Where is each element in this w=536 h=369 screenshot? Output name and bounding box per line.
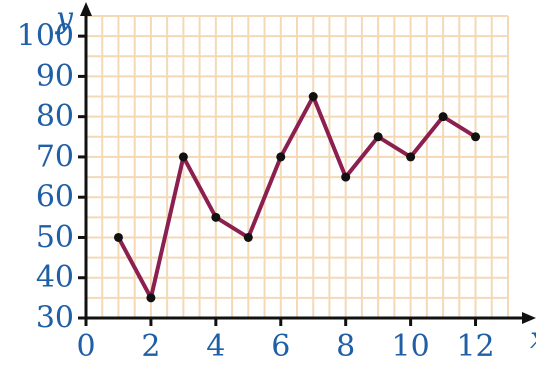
y-tick-label: 90 (36, 59, 74, 94)
data-point (146, 293, 156, 303)
data-point (276, 152, 286, 162)
y-tick-label: 40 (36, 260, 74, 295)
data-point (341, 172, 351, 182)
series-line (116, 94, 477, 300)
data-point (178, 152, 188, 162)
y-tick-label: 30 (36, 301, 74, 336)
x-tick-label: 12 (456, 329, 494, 364)
x-tick-label: 10 (392, 329, 430, 364)
data-point (471, 132, 481, 142)
y-tick-label: 60 (36, 180, 74, 215)
data-point (113, 232, 123, 242)
y-axis-label: y (54, 1, 74, 36)
y-tick-label: 100 (17, 19, 74, 54)
data-point (211, 212, 221, 222)
x-tick-label: 2 (141, 329, 160, 364)
x-tick-label: 4 (206, 329, 225, 364)
ticks: 30 40 50 60 70 80 90 100 0 2 4 6 8 10 12 (17, 19, 495, 364)
x-tick-label: 0 (76, 329, 95, 364)
data-point (438, 112, 448, 122)
series (113, 92, 481, 303)
data-point (243, 232, 253, 242)
x-axis-label: x (530, 321, 536, 356)
data-point (373, 132, 383, 142)
y-tick-label: 70 (36, 139, 74, 174)
data-point (308, 92, 318, 102)
x-tick-label: 8 (336, 329, 355, 364)
axes (80, 2, 536, 324)
y-tick-label: 50 (36, 220, 74, 255)
y-axis-arrow (80, 2, 92, 16)
y-tick-label: 80 (36, 99, 74, 134)
x-tick-label: 6 (271, 329, 290, 364)
x-axis-arrow (522, 312, 536, 324)
grid (86, 15, 509, 318)
data-point (406, 152, 416, 162)
